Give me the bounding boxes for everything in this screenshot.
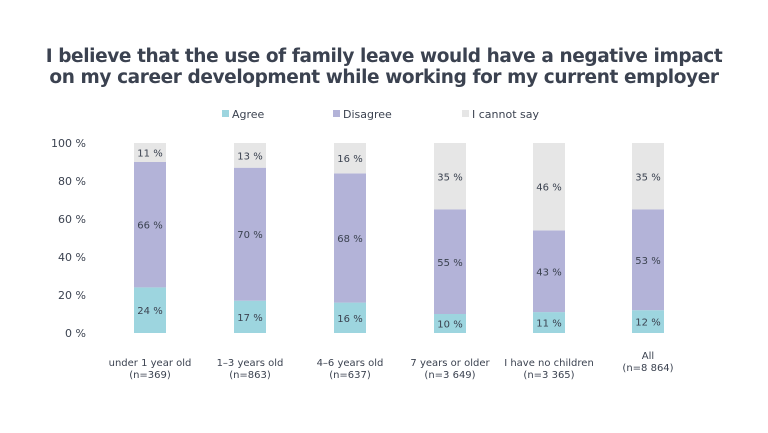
x-tick-label: under 1 year old <box>109 358 192 369</box>
data-label: 12 % <box>635 318 660 329</box>
data-label: 16 % <box>337 154 362 165</box>
y-tick-label: 0 % <box>65 327 86 340</box>
data-label: 70 % <box>237 230 262 241</box>
y-tick-label: 20 % <box>58 289 86 302</box>
data-label: 53 % <box>635 256 660 267</box>
legend-label: Disagree <box>343 108 392 121</box>
y-tick-label: 80 % <box>58 175 86 188</box>
bar-segment <box>234 167 266 301</box>
data-label: 10 % <box>437 320 462 331</box>
data-label: 16 % <box>337 314 362 325</box>
data-label: 11 % <box>536 319 561 330</box>
bar-segment <box>632 209 664 311</box>
data-label: 46 % <box>536 183 561 194</box>
bar-segment <box>434 314 466 333</box>
bar-segment <box>134 287 166 333</box>
bar-segment <box>533 230 565 313</box>
data-label: 35 % <box>437 172 462 183</box>
title-line-2: on my career development while working f… <box>49 67 719 88</box>
x-tick-label: (n=637) <box>329 370 371 381</box>
bar-segment <box>334 173 366 303</box>
bar-segment <box>334 143 366 174</box>
data-label: 13 % <box>237 151 262 162</box>
x-tick-label: 4–6 years old <box>317 358 384 369</box>
bar-segment <box>533 143 565 231</box>
legend-swatch <box>222 110 229 117</box>
bar-segment <box>533 312 565 333</box>
data-label: 68 % <box>337 234 362 245</box>
x-tick-label: (n=8 864) <box>622 363 673 374</box>
x-tick-label: (n=3 649) <box>424 370 475 381</box>
data-label: 55 % <box>437 258 462 269</box>
data-label: 17 % <box>237 313 262 324</box>
bar-segment <box>234 300 266 333</box>
bar-segment <box>134 162 166 288</box>
legend-swatch <box>333 110 340 117</box>
x-tick-label: 1–3 years old <box>217 358 284 369</box>
data-label: 43 % <box>536 267 561 278</box>
legend-label: I cannot say <box>472 108 539 121</box>
y-tick-label: 60 % <box>58 213 86 226</box>
chart-title: I believe that the use of family leave w… <box>0 46 768 88</box>
x-tick-label: (n=369) <box>129 370 171 381</box>
data-label: 11 % <box>137 149 162 160</box>
x-tick-label: All <box>642 351 654 362</box>
data-label: 66 % <box>137 221 162 232</box>
bar-segment <box>234 143 266 168</box>
x-tick-label: (n=863) <box>229 370 271 381</box>
x-tick-label: 7 years or older <box>410 358 490 369</box>
data-label: 35 % <box>635 172 660 183</box>
y-tick-label: 40 % <box>58 251 86 264</box>
legend-label: Agree <box>232 108 265 121</box>
bar-segment <box>334 302 366 333</box>
bar-segment <box>434 209 466 314</box>
y-tick-label: 100 % <box>51 137 86 150</box>
x-tick-label: I have no children <box>504 358 594 369</box>
data-label: 24 % <box>137 306 162 317</box>
title-line-1: I believe that the use of family leave w… <box>45 46 723 67</box>
bar-segment <box>434 143 466 210</box>
bar-segment <box>134 143 166 162</box>
bar-segment <box>632 143 664 210</box>
bar-segment <box>632 310 664 333</box>
x-tick-label: (n=3 365) <box>523 370 574 381</box>
legend-swatch <box>462 110 469 117</box>
